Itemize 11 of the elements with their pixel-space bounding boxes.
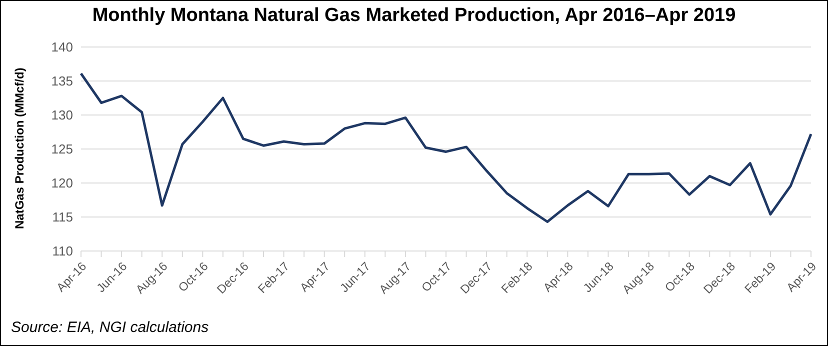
y-tick-label: 115	[52, 210, 73, 225]
source-note: Source: EIA, NGI calculations	[11, 319, 209, 336]
y-tick-label: 140	[51, 40, 73, 55]
y-tick-label: 135	[51, 74, 73, 89]
y-tick-label: 130	[51, 108, 73, 123]
y-axis-title: NatGas Production (MMcf/d)	[12, 68, 26, 229]
y-tick-label: 120	[51, 176, 73, 191]
y-tick-label: 125	[51, 142, 73, 157]
y-tick-label: 110	[52, 244, 73, 259]
chart-title: Monthly Montana Natural Gas Marketed Production, Apr 2016–Apr 2019	[91, 5, 737, 28]
line-series	[80, 72, 812, 224]
